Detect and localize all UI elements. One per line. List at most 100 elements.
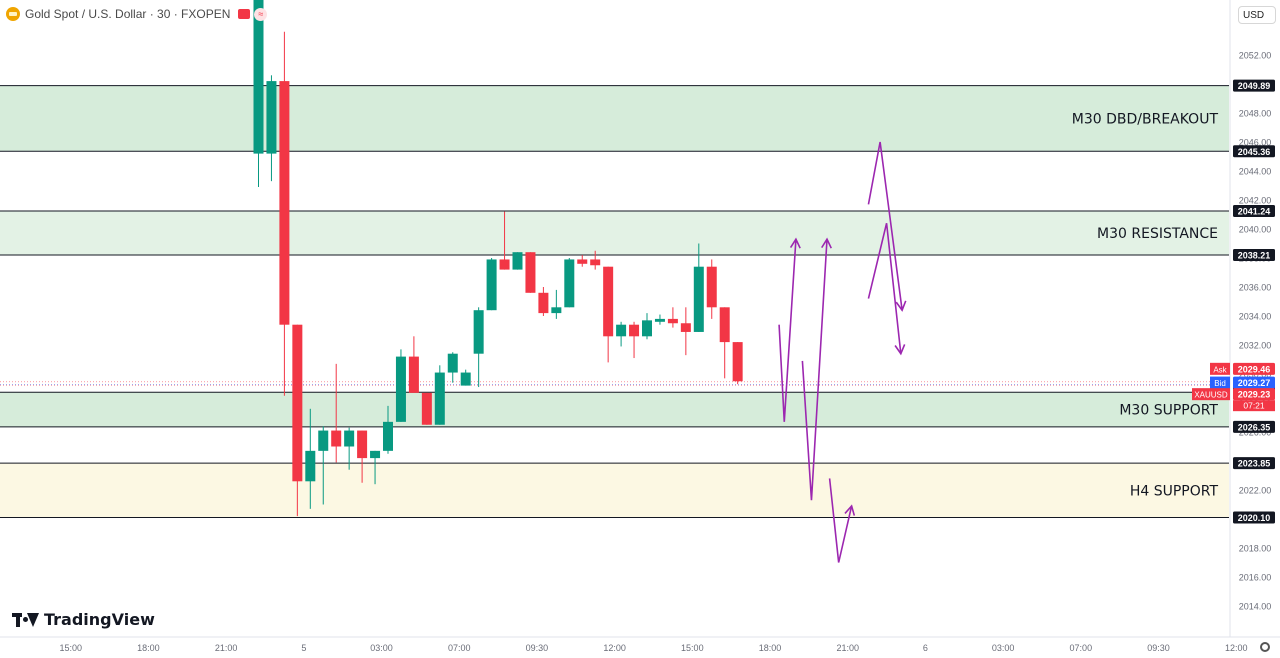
level-tag-5: 2026.35 (1238, 422, 1271, 432)
x-tick-label-12: 03:00 (992, 643, 1015, 653)
candle-body-30 (642, 320, 652, 337)
candle-body-22 (538, 292, 549, 314)
projection-path-3 (867, 141, 903, 311)
y-tick-label-18: 2048.00 (1239, 109, 1272, 119)
candle-body-7 (344, 430, 355, 447)
x-tick-label-0: 15:00 (59, 643, 82, 653)
last-badge-price: 2029.23 (1238, 390, 1271, 400)
y-tick-label-17: 2046.00 (1239, 138, 1272, 148)
candle-body-17 (473, 310, 484, 354)
candle-body-33 (680, 323, 691, 332)
wave-icon[interactable]: ≈ (254, 7, 268, 21)
chart-header: Gold Spot / U.S. Dollar · 30 · FXOPEN ≈ (6, 4, 268, 24)
last-badge-name: XAUUSD (1194, 391, 1228, 400)
projection-path-4 (828, 478, 853, 563)
candle-body-2 (279, 81, 290, 325)
level-tag-2-bg (1233, 205, 1275, 218)
x-tick-label-4: 03:00 (370, 643, 393, 653)
x-tick-label-3: 5 (301, 643, 306, 653)
zone-label-2: M30 SUPPORT (1119, 403, 1218, 419)
countdown-bg (1233, 400, 1275, 412)
candle-body-28 (616, 324, 627, 337)
y-tick-label-1: 2014.00 (1239, 602, 1272, 612)
time-axis: 15:00 18:00 21:00 5 03:00 07:00 09:30 12:00 15:0… (0, 636, 1280, 653)
level-tag-6-bg (1233, 457, 1275, 470)
level-tag-7-bg (1233, 511, 1275, 524)
candle-body-13 (421, 392, 432, 425)
x-tick-label-10: 21:00 (836, 643, 859, 653)
candle-body-31 (654, 318, 665, 322)
y-tick-label-16: 2044.00 (1239, 167, 1272, 177)
zone-2 (0, 392, 1229, 427)
projection-path-1 (801, 239, 828, 501)
y-tick-label-2: 2016.00 (1239, 573, 1272, 583)
zone-label-1: M30 RESISTANCE (1097, 226, 1218, 242)
bid-badge-name: Bid (1214, 379, 1226, 388)
price-axis-bg (1230, 0, 1280, 637)
level-tag-0-bg (1233, 79, 1275, 92)
level-tag-7: 2020.10 (1238, 513, 1271, 523)
candle-body-16 (460, 372, 471, 386)
candle-body-23 (551, 307, 562, 314)
tradingview-logo: TradingView (12, 610, 155, 629)
candle-body-6 (331, 430, 342, 447)
candle-body-19 (499, 259, 510, 270)
candle-body-36 (719, 307, 730, 343)
projection-arrowhead-0 (789, 237, 801, 249)
ask-badge-name: Ask (1213, 365, 1227, 374)
bid-badge-name-bg (1210, 376, 1230, 389)
ask-badge-name-bg (1210, 362, 1230, 375)
price-axis: 2014.002016.002018.002020.002022.002024.… (1192, 0, 1280, 637)
candle-body-10 (383, 421, 393, 451)
symbol-title[interactable]: Gold Spot / U.S. Dollar · 30 · FXOPEN (25, 7, 231, 21)
candle-body-1 (266, 81, 277, 154)
level-tag-1-bg (1233, 145, 1275, 158)
candle-body-26 (590, 259, 601, 266)
ask-badge-price: 2029.46 (1238, 364, 1271, 374)
level-tag-3-bg (1233, 248, 1275, 261)
candle-body-18 (486, 259, 497, 311)
plot-area: M30 DBD/BREAKOUT M30 RESISTANCE M30 SUPPOR… (0, 0, 1229, 563)
y-tick-label-11: 2034.00 (1239, 312, 1272, 322)
candle-body-0 (253, 0, 264, 154)
candle-body-25 (577, 259, 588, 264)
projection-path-2 (867, 223, 902, 354)
candle-body-12 (408, 356, 419, 393)
projection-arrowhead-1 (821, 237, 832, 249)
zone-3 (0, 463, 1229, 518)
candle-body-32 (667, 318, 678, 324)
zone-0 (0, 85, 1229, 152)
x-tick-label-6: 09:30 (526, 643, 549, 653)
level-tag-5-bg (1233, 420, 1275, 433)
level-tag-0: 2049.89 (1238, 81, 1271, 91)
y-tick-label-15: 2042.00 (1239, 196, 1272, 206)
ask-badge-price-bg (1233, 362, 1275, 375)
brand-name: TradingView (44, 610, 155, 629)
x-tick-label-14: 09:30 (1147, 643, 1170, 653)
settings-gear-icon[interactable] (1260, 642, 1270, 652)
x-tick-label-1: 18:00 (137, 643, 160, 653)
x-tick-label-9: 18:00 (759, 643, 782, 653)
candle-body-35 (706, 266, 717, 308)
candle-body-5 (318, 430, 329, 451)
candle-body-4 (305, 450, 316, 482)
candle-body-3 (292, 324, 303, 482)
last-badge-name-bg (1192, 388, 1230, 401)
y-tick-label-14: 2040.00 (1239, 225, 1272, 235)
projection-arrowhead-3 (895, 300, 907, 312)
x-tick-label-5: 07:00 (448, 643, 471, 653)
x-tick-label-13: 07:00 (1070, 643, 1093, 653)
candle-body-20 (512, 252, 523, 270)
currency-selector[interactable]: USD (1238, 6, 1276, 24)
y-tick-label-10: 2032.00 (1239, 341, 1272, 351)
level-tag-6: 2023.85 (1238, 459, 1271, 469)
last-badge-price-bg (1233, 388, 1275, 401)
tradingview-icon (12, 612, 39, 627)
bid-badge-price-bg (1233, 376, 1275, 389)
x-tick-label-15: 12:00 (1225, 643, 1248, 653)
candle-body-34 (693, 266, 704, 332)
flag-icon[interactable] (238, 9, 251, 19)
candle-body-29 (629, 324, 640, 337)
zone-label-3: H4 SUPPORT (1130, 483, 1219, 499)
